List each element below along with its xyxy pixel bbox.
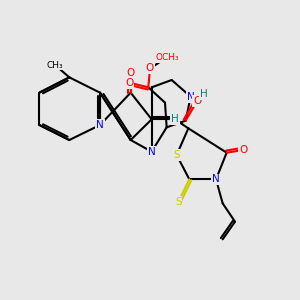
Text: S: S [175, 197, 181, 207]
Text: OCH₃: OCH₃ [155, 53, 179, 62]
Text: N: N [212, 174, 220, 184]
Text: N: N [96, 120, 104, 130]
Text: O: O [193, 96, 202, 106]
Text: O: O [125, 78, 134, 88]
Text: S: S [173, 150, 180, 160]
Text: N: N [187, 92, 194, 102]
Text: N: N [148, 147, 155, 157]
Text: H: H [171, 114, 179, 124]
Text: O: O [127, 68, 135, 78]
Text: H: H [200, 89, 208, 99]
Text: O: O [146, 63, 154, 73]
Text: O: O [239, 145, 248, 155]
Text: CH₃: CH₃ [47, 61, 63, 70]
